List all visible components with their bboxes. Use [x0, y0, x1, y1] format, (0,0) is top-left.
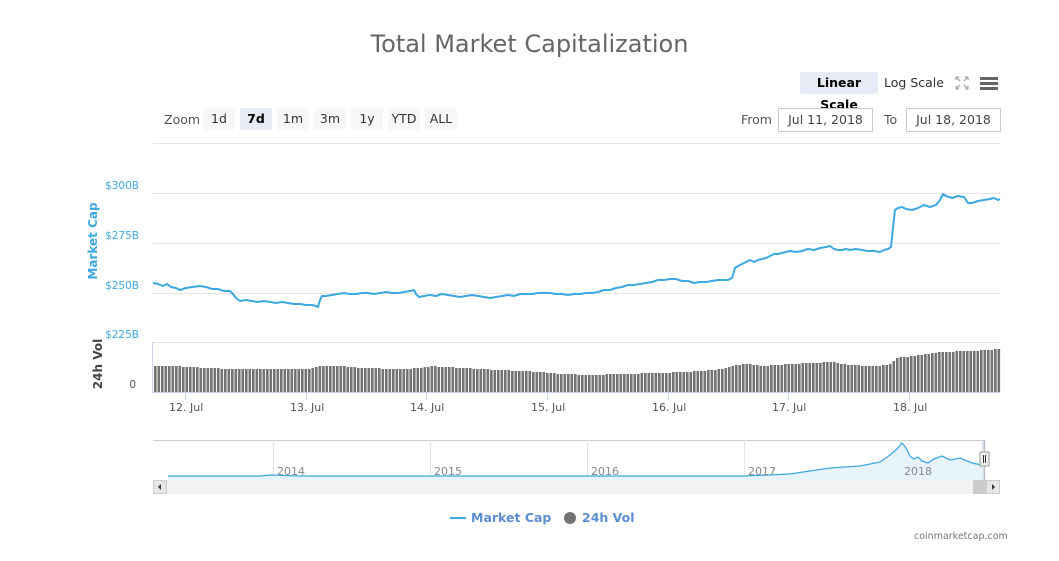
scrollbar-thumb [973, 480, 987, 494]
x-tick-16-jul: 16. Jul [652, 401, 687, 414]
zoom-1y-button[interactable]: 1y [351, 108, 383, 130]
navigator-year-2014: 2014 [277, 465, 305, 478]
x-tick-18-jul: 18. Jul [893, 401, 928, 414]
navigator-handle-right [979, 451, 990, 467]
from-date-input[interactable]: Jul 11, 2018 [778, 108, 873, 132]
x-tick-13-jul: 13. Jul [290, 401, 325, 414]
zoom-7d-button[interactable]: 7d [240, 108, 272, 130]
scrollbar-track [153, 480, 1000, 494]
navigator-year-2016: 2016 [591, 465, 619, 478]
zoom-3m-button[interactable]: 3m [314, 108, 346, 130]
volume-tick-0: 0 [129, 379, 136, 391]
zoom-label: Zoom [164, 112, 201, 127]
log-scale-button[interactable]: Log Scale [884, 75, 944, 90]
y-tick-300: $300B [105, 180, 139, 192]
x-tick-12-jul: 12. Jul [169, 401, 204, 414]
legend-market-cap[interactable]: Market Cap [471, 510, 552, 525]
chart-title: Total Market Capitalization [370, 30, 689, 58]
hamburger-menu-icon[interactable] [979, 75, 999, 91]
y-tick-225: $225B [105, 329, 139, 341]
market-cap-line [152, 193, 1001, 308]
linear-scale-button[interactable]: Linear Scale [800, 72, 878, 112]
credit-link[interactable]: coinmarketcap.com [914, 531, 1008, 542]
zoom-all-button[interactable]: ALL [425, 108, 457, 130]
zoom-1m-button[interactable]: 1m [277, 108, 309, 130]
x-tick-15-jul: 15. Jul [531, 401, 566, 414]
navigator-year-2015: 2015 [434, 465, 462, 478]
from-label: From [741, 112, 772, 127]
volume-bars [154, 349, 1001, 392]
y-tick-275: $275B [105, 230, 139, 242]
fullscreen-icon[interactable] [953, 74, 971, 92]
zoom-ytd-button[interactable]: YTD [388, 108, 420, 130]
y-tick-250: $250B [105, 280, 139, 292]
to-date-input[interactable]: Jul 18, 2018 [906, 108, 1001, 132]
zoom-1d-button[interactable]: 1d [203, 108, 235, 130]
legend-24h-vol[interactable]: 24h Vol [582, 510, 635, 525]
x-tick-14-jul: 14. Jul [410, 401, 445, 414]
to-label: To [884, 112, 898, 127]
navigator-year-2018: 2018 [904, 465, 932, 478]
x-tick-17-jul: 17. Jul [772, 401, 807, 414]
navigator-year-2017: 2017 [748, 465, 776, 478]
